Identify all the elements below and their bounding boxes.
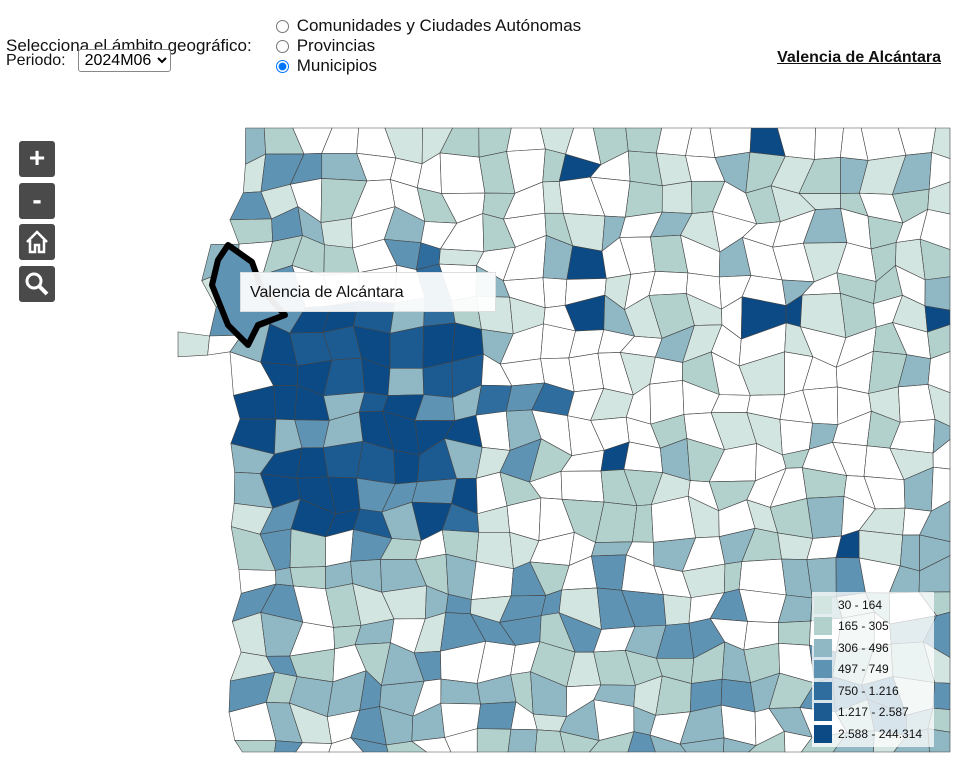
legend-row: 30 - 164 — [812, 594, 934, 616]
legend-row: 1.217 - 2.587 — [812, 702, 934, 724]
search-button[interactable] — [19, 266, 55, 302]
municipality — [932, 682, 951, 710]
municipality — [568, 352, 605, 393]
zoom-out[interactable]: - — [19, 183, 55, 219]
legend-label: 306 - 496 — [838, 640, 889, 655]
municipality — [289, 566, 326, 590]
municipality — [738, 558, 787, 596]
municipality — [860, 127, 907, 161]
municipality — [445, 553, 477, 600]
municipality — [411, 478, 458, 504]
scope-radio[interactable] — [275, 19, 289, 33]
legend-label: 497 - 749 — [838, 662, 889, 677]
municipality — [296, 447, 329, 479]
scope-option: Municipios — [266, 56, 581, 76]
legend-label: 1.217 - 2.587 — [838, 705, 909, 720]
legend-swatch — [814, 660, 832, 679]
municipality — [476, 701, 517, 730]
scope-label: Selecciona el ámbito geográfico: — [6, 36, 252, 55]
municipality — [624, 180, 663, 218]
legend: 30 - 164 165 - 305 306 - 496 497 - 749 750 -… — [812, 592, 934, 747]
zoom-in[interactable]: + — [19, 141, 55, 177]
municipality — [422, 322, 456, 369]
home-button[interactable] — [19, 224, 55, 260]
municipality — [295, 742, 333, 753]
legend-label: 30 - 164 — [838, 597, 883, 612]
scope-option-label: Comunidades y Ciudades Autónomas — [296, 16, 582, 35]
legend-row: 750 - 1.216 — [812, 680, 934, 702]
municipality — [273, 385, 298, 421]
home-icon — [26, 230, 48, 254]
legend-label: 165 - 305 — [838, 619, 889, 634]
municipality — [899, 534, 920, 572]
municipality — [560, 470, 605, 503]
legend-row: 2.588 - 244.314 — [812, 723, 934, 745]
legend-swatch — [814, 703, 832, 722]
municipality — [648, 271, 689, 296]
scope-radio[interactable] — [275, 39, 289, 53]
municipality — [177, 331, 210, 358]
municipality — [924, 276, 951, 311]
municipality — [476, 728, 512, 753]
legend-swatch — [814, 681, 832, 700]
municipality — [438, 248, 485, 266]
municipality — [234, 739, 277, 753]
period-select[interactable]: 2024M06 — [77, 49, 171, 72]
municipality — [229, 218, 273, 245]
municipality — [389, 325, 424, 369]
municipality — [542, 277, 568, 309]
municipality — [651, 495, 696, 543]
municipality — [625, 127, 663, 154]
scope-options: Comunidades y Ciudades Autónomas Provinci… — [252, 16, 581, 76]
municipality — [661, 180, 693, 214]
legend-row: 306 - 496 — [812, 637, 934, 659]
municipality — [814, 127, 844, 160]
municipality — [439, 152, 486, 194]
municipality — [322, 440, 364, 479]
municipality — [506, 127, 546, 152]
legend-row: 497 - 749 — [812, 659, 934, 681]
scope-option: Provincias — [266, 36, 581, 56]
municipality — [422, 361, 454, 398]
scope-option: Comunidades y Ciudades Autónomas — [266, 16, 581, 36]
search-icon — [25, 272, 49, 296]
municipality — [662, 594, 692, 626]
municipality — [387, 368, 425, 396]
legend-label: 2.588 - 244.314 — [838, 726, 923, 741]
legend-swatch — [814, 638, 832, 657]
legend-row: 165 - 305 — [812, 616, 934, 638]
legend-swatch — [814, 724, 832, 743]
municipality — [393, 449, 420, 485]
scope-radio[interactable] — [275, 59, 289, 73]
municipality — [591, 541, 633, 557]
map-tooltip: Valencia de Alcántara — [240, 272, 496, 312]
municipality — [566, 245, 607, 280]
municipality — [507, 728, 538, 753]
legend-label: 750 - 1.216 — [838, 683, 899, 698]
period-label: Periodo: — [6, 51, 66, 69]
legend-swatch — [814, 617, 832, 636]
municipality — [591, 554, 627, 591]
selected-place-link[interactable]: Valencia de Alcántara — [777, 49, 941, 66]
municipality — [806, 496, 845, 539]
municipality — [777, 620, 811, 646]
municipality — [320, 218, 353, 249]
legend-swatch — [814, 595, 832, 614]
municipality — [655, 675, 692, 716]
scope-bar: Selecciona el ámbito geográfico: Comunid… — [6, 16, 581, 76]
period-bar: Periodo: 2024M06 — [6, 49, 171, 72]
scope-option-label: Municipios — [296, 56, 378, 75]
scope-option-label: Provincias — [296, 36, 376, 55]
